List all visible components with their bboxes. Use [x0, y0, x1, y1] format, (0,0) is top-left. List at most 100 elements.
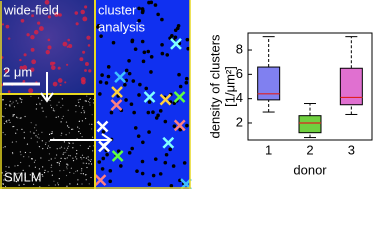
cluster-dot: [182, 161, 187, 165]
localization: [45, 142, 47, 144]
y-tick-label: 4: [236, 90, 243, 105]
cluster-marker: [111, 86, 123, 98]
cluster-dot: [141, 59, 146, 64]
cluster-dot: [158, 172, 163, 176]
cluster-dot: [176, 26, 180, 31]
localization: [67, 109, 69, 111]
localization: [53, 110, 56, 112]
y-tick-label: 6: [236, 66, 243, 81]
localization: [76, 149, 78, 152]
spot: [59, 83, 62, 87]
cluster-dot: [184, 80, 189, 85]
cluster-dot: [153, 157, 158, 161]
localization: [12, 153, 14, 155]
localization: [18, 172, 20, 174]
localization: [4, 177, 6, 179]
localization: [2, 131, 4, 134]
spot: [82, 50, 86, 54]
cluster-marker: [110, 99, 123, 111]
spot: [88, 69, 92, 73]
localization: [65, 174, 68, 177]
localization: [6, 121, 8, 123]
localization: [54, 157, 56, 159]
cluster-dot: [136, 134, 141, 138]
cluster-dot: [138, 82, 142, 87]
spot: [30, 35, 35, 40]
cluster-dot: [149, 0, 154, 5]
cluster-dot: [109, 110, 114, 115]
cluster-dot: [169, 184, 174, 188]
localization: [23, 156, 25, 158]
localization: [91, 128, 93, 130]
cluster-dot: [140, 171, 145, 176]
localization: [41, 99, 43, 101]
localization: [14, 165, 16, 167]
localization: [39, 186, 41, 188]
localization: [35, 108, 37, 110]
localization: [44, 143, 47, 145]
cluster-dot: [147, 182, 152, 187]
localization: [19, 117, 21, 119]
spot: [1, 23, 5, 26]
localization: [68, 154, 70, 157]
spot: [44, 0, 50, 5]
cluster-dot: [127, 151, 132, 155]
cluster-dot: [96, 25, 100, 29]
localization: [63, 147, 66, 149]
spot: [57, 78, 63, 83]
localization: [60, 106, 62, 109]
y-tick-label: 2: [236, 114, 243, 129]
localization: [41, 174, 43, 176]
localization: [72, 128, 74, 130]
localization: [1, 172, 3, 174]
localization: [28, 165, 30, 167]
localization: [8, 119, 10, 121]
localization: [72, 147, 74, 149]
localization: [87, 100, 90, 103]
localization: [65, 151, 67, 153]
localization: [33, 127, 36, 129]
localization: [68, 142, 70, 144]
localization: [59, 160, 62, 163]
localization: [57, 184, 60, 186]
localization: [23, 137, 25, 139]
localization: [47, 145, 49, 147]
localization: [88, 98, 91, 101]
localization: [12, 101, 14, 103]
localization: [77, 179, 79, 181]
localization: [51, 130, 53, 133]
cluster-dot: [133, 47, 138, 51]
localization: [61, 117, 63, 120]
localization: [88, 159, 90, 161]
localization: [89, 160, 92, 163]
localization: [54, 184, 56, 186]
localization: [15, 180, 18, 183]
image-texture: [0, 0, 192, 189]
spot: [80, 9, 85, 15]
spot: [66, 63, 69, 66]
localization: [60, 134, 62, 136]
localization: [18, 184, 20, 186]
localization: [79, 132, 82, 135]
cluster-dot: [177, 72, 181, 77]
localization: [75, 156, 77, 158]
localization: [52, 108, 55, 110]
chart: 2 4 6 8 density of clusters [1/μm²] donor 1 2 3: [207, 32, 373, 177]
localization: [92, 102, 95, 104]
cluster-dot: [154, 116, 159, 120]
spot: [28, 88, 34, 94]
box: [298, 115, 322, 134]
panel-label: analysis: [98, 19, 145, 34]
localization: [9, 100, 11, 102]
localization: [58, 164, 61, 167]
localization: [90, 176, 92, 179]
spot: [47, 38, 51, 42]
localization: [3, 116, 5, 118]
localization: [9, 104, 11, 106]
cluster-dot: [140, 159, 145, 164]
localization: [50, 158, 52, 160]
localization: [30, 122, 32, 124]
spot: [64, 81, 67, 84]
localization: [63, 141, 65, 143]
localization: [45, 116, 47, 118]
